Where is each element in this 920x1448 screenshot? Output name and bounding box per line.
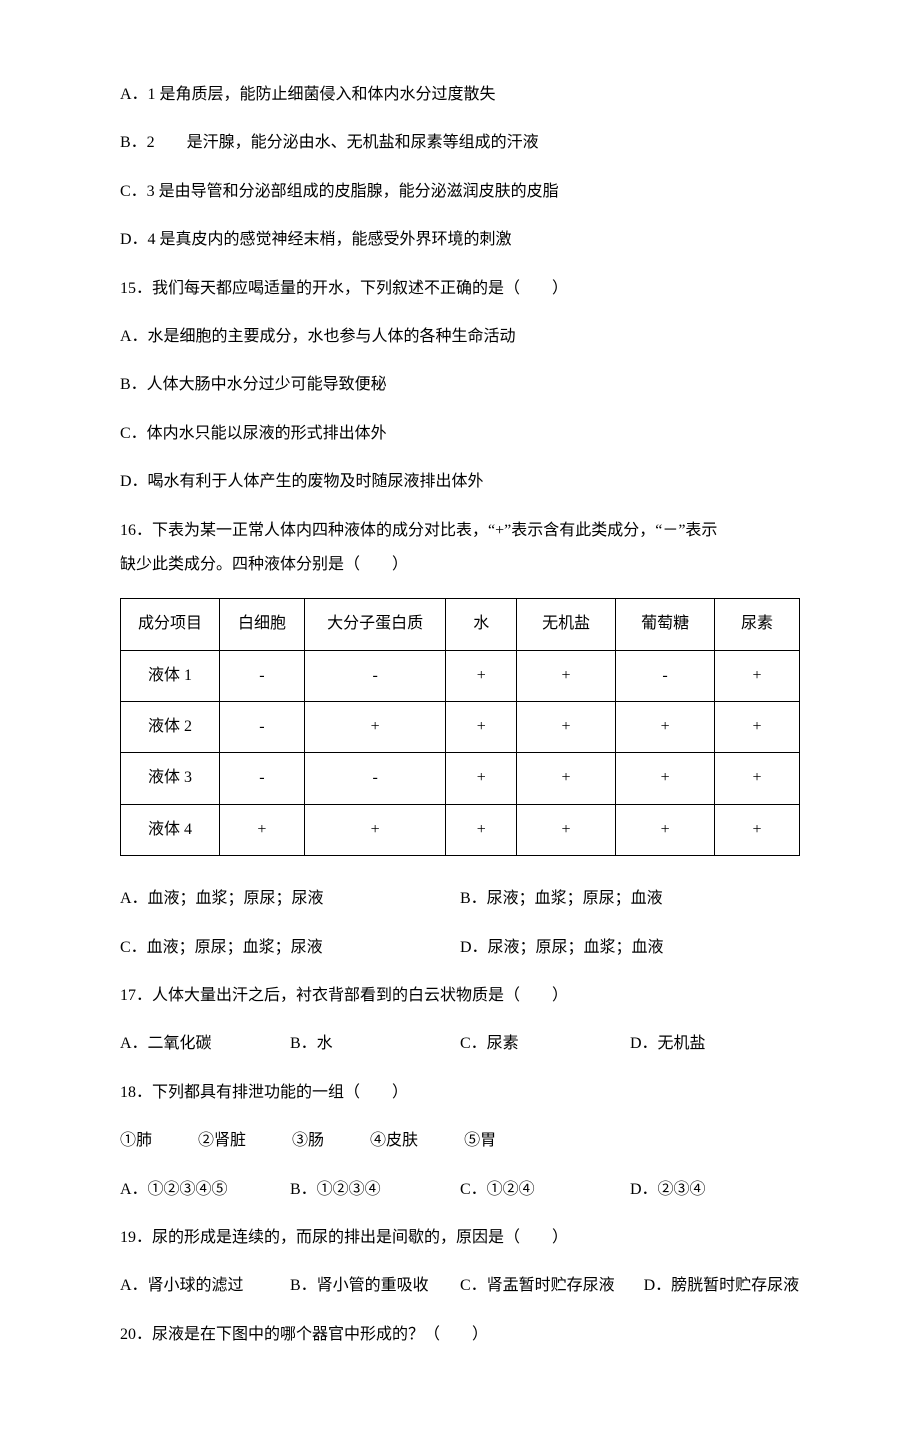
q17-options: A．二氧化碳 B．水 C．尿素 D．无机盐	[120, 1029, 800, 1059]
th: 无机盐	[517, 599, 616, 650]
td: 液体 2	[121, 702, 220, 753]
td: +	[517, 804, 616, 855]
q15-option-b: B．人体大肠中水分过少可能导致便秘	[120, 370, 800, 400]
q14-option-d: D．4 是真皮内的感觉神经末梢，能感受外界环境的刺激	[120, 225, 800, 255]
td: +	[304, 804, 445, 855]
q20-stem: 20．尿液是在下图中的哪个器官中形成的？（ ）	[120, 1320, 800, 1350]
table-header-row: 成分项目 白细胞 大分子蛋白质 水 无机盐 葡萄糖 尿素	[121, 599, 800, 650]
q16-options-row2: C．血液；原尿；血浆；尿液 D．尿液；原尿；血浆；血液	[120, 933, 800, 963]
q15-option-c: C．体内水只能以尿液的形式排出体外	[120, 419, 800, 449]
q17-option-a: A．二氧化碳	[120, 1029, 290, 1059]
q16-table: 成分项目 白细胞 大分子蛋白质 水 无机盐 葡萄糖 尿素 液体 1 - - + …	[120, 598, 800, 856]
td: -	[616, 650, 715, 701]
q14-option-b: B．2 是汗腺，能分泌由水、无机盐和尿素等组成的汗液	[120, 128, 800, 158]
th: 水	[446, 599, 517, 650]
q18-sequence: ①肺 ②肾脏 ③肠 ④皮肤 ⑤胃	[120, 1126, 800, 1156]
q16-stem-line2: 缺少此类成分。四种液体分别是（ ）	[120, 550, 800, 580]
q15-option-a: A．水是细胞的主要成分，水也参与人体的各种生命活动	[120, 322, 800, 352]
q19-option-d: D．膀胱暂时贮存尿液	[644, 1271, 800, 1301]
table-row: 液体 3 - - + + + +	[121, 753, 800, 804]
q16-option-c: C．血液；原尿；血浆；尿液	[120, 933, 460, 963]
td: +	[304, 702, 445, 753]
td: +	[715, 650, 800, 701]
q16-option-a: A．血液；血浆；原尿；尿液	[120, 884, 460, 914]
td: -	[220, 650, 305, 701]
q16-options-row1: A．血液；血浆；原尿；尿液 B．尿液；血浆；原尿；血液	[120, 884, 800, 914]
q18-seq-2: ②肾脏	[198, 1126, 292, 1156]
th: 白细胞	[220, 599, 305, 650]
td: +	[616, 753, 715, 804]
td: -	[304, 753, 445, 804]
q19-option-c: C．肾盂暂时贮存尿液	[460, 1271, 644, 1301]
q18-seq-5: ⑤胃	[464, 1126, 542, 1156]
table-row: 液体 2 - + + + + +	[121, 702, 800, 753]
td: +	[715, 804, 800, 855]
td: +	[616, 702, 715, 753]
td: +	[517, 650, 616, 701]
q17-option-d: D．无机盐	[630, 1029, 800, 1059]
q19-option-b: B．肾小管的重吸收	[290, 1271, 460, 1301]
q17-option-b: B．水	[290, 1029, 460, 1059]
q18-option-a: A．①②③④⑤	[120, 1175, 290, 1205]
q17-stem: 17．人体大量出汗之后，衬衣背部看到的白云状物质是（ ）	[120, 981, 800, 1011]
spacer	[120, 874, 800, 884]
td: 液体 3	[121, 753, 220, 804]
q19-options: A．肾小球的滤过 B．肾小管的重吸收 C．肾盂暂时贮存尿液 D．膀胱暂时贮存尿液	[120, 1271, 800, 1301]
q18-seq-3: ③肠	[292, 1126, 370, 1156]
th: 成分项目	[121, 599, 220, 650]
q18-options: A．①②③④⑤ B．①②③④ C．①②④ D．②③④	[120, 1175, 800, 1205]
q19-option-a: A．肾小球的滤过	[120, 1271, 290, 1301]
td: 液体 1	[121, 650, 220, 701]
q16-option-b: B．尿液；血浆；原尿；血液	[460, 884, 800, 914]
q16-option-d: D．尿液；原尿；血浆；血液	[460, 933, 800, 963]
td: +	[446, 650, 517, 701]
td: +	[446, 804, 517, 855]
q18-option-c: C．①②④	[460, 1175, 630, 1205]
td: +	[446, 702, 517, 753]
td: +	[220, 804, 305, 855]
q18-stem: 18．下列都具有排泄功能的一组（ ）	[120, 1078, 800, 1108]
td: -	[220, 702, 305, 753]
td: +	[616, 804, 715, 855]
td: +	[715, 753, 800, 804]
q15-option-d: D．喝水有利于人体产生的废物及时随尿液排出体外	[120, 467, 800, 497]
table-row: 液体 1 - - + + - +	[121, 650, 800, 701]
document-page: A．1 是角质层，能防止细菌侵入和体内水分过度散失 B．2 是汗腺，能分泌由水、…	[0, 0, 920, 1448]
td: -	[220, 753, 305, 804]
q15-stem: 15．我们每天都应喝适量的开水，下列叙述不正确的是（ ）	[120, 274, 800, 304]
q18-seq-1: ①肺	[120, 1126, 198, 1156]
td: 液体 4	[121, 804, 220, 855]
q18-seq-4: ④皮肤	[370, 1126, 464, 1156]
th: 尿素	[715, 599, 800, 650]
q19-stem: 19．尿的形成是连续的，而尿的排出是间歇的，原因是（ ）	[120, 1223, 800, 1253]
q18-option-b: B．①②③④	[290, 1175, 460, 1205]
td: -	[304, 650, 445, 701]
table-row: 液体 4 + + + + + +	[121, 804, 800, 855]
q16-stem-line1: 16．下表为某一正常人体内四种液体的成分对比表，“+”表示含有此类成分，“－”表…	[120, 516, 800, 546]
td: +	[446, 753, 517, 804]
q17-option-c: C．尿素	[460, 1029, 630, 1059]
td: +	[715, 702, 800, 753]
q14-option-a: A．1 是角质层，能防止细菌侵入和体内水分过度散失	[120, 80, 800, 110]
th: 葡萄糖	[616, 599, 715, 650]
td: +	[517, 753, 616, 804]
th: 大分子蛋白质	[304, 599, 445, 650]
q18-option-d: D．②③④	[630, 1175, 800, 1205]
q14-option-c: C．3 是由导管和分泌部组成的皮脂腺，能分泌滋润皮肤的皮脂	[120, 177, 800, 207]
td: +	[517, 702, 616, 753]
